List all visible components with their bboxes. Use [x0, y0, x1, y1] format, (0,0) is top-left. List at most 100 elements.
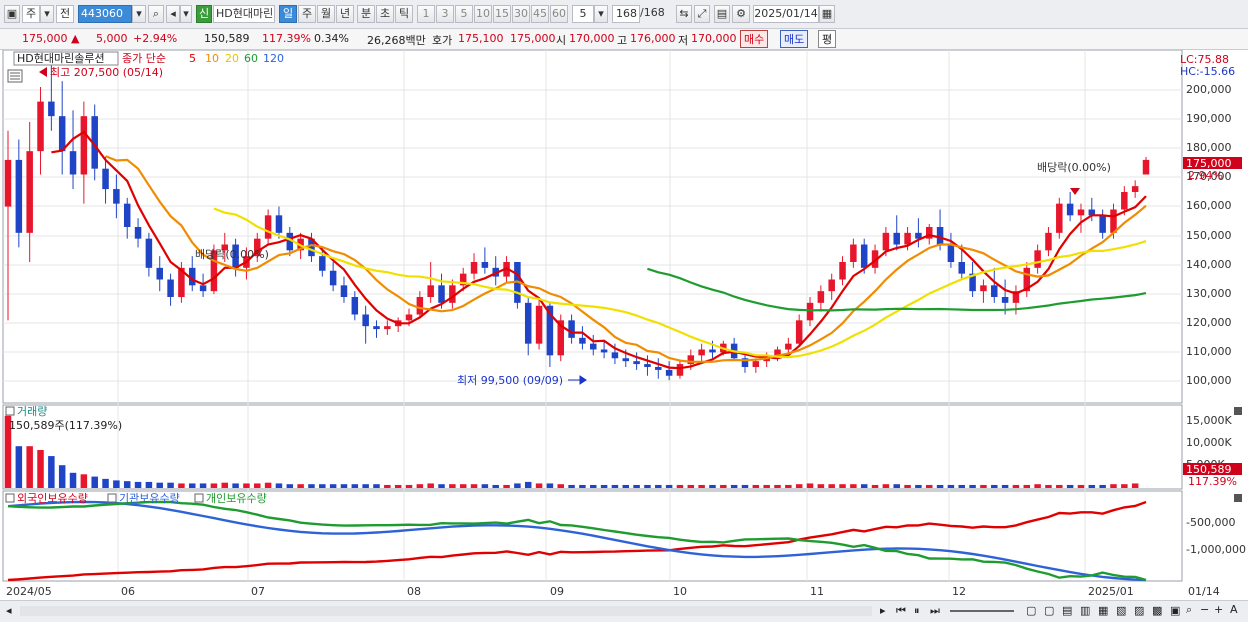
code-dropdown-icon[interactable]: ▾: [132, 5, 146, 23]
volume-bar: [102, 478, 109, 488]
flow-axis: -500,000 -1,000,000: [1186, 516, 1246, 556]
date-input[interactable]: 2025/01/14: [753, 5, 819, 23]
candle-body: [795, 320, 803, 344]
trend-icon[interactable]: ⤢: [694, 5, 710, 23]
period-tick[interactable]: 틱: [395, 5, 413, 23]
tool-icon[interactable]: ▩: [1152, 604, 1163, 617]
speaker-icon[interactable]: ◂: [166, 5, 180, 23]
volume-bar: [134, 481, 142, 488]
candle-body: [1142, 159, 1150, 175]
volume-settings-icon[interactable]: [5, 406, 15, 416]
candle-body: [936, 227, 944, 245]
volume-bar: [882, 484, 890, 488]
volume-bar: [1077, 484, 1085, 488]
gear-icon[interactable]: ⚙: [732, 5, 750, 23]
flow-settings-icon[interactable]: [194, 493, 204, 503]
tool-icon[interactable]: ▨: [1134, 604, 1145, 617]
interval-3[interactable]: 3: [436, 5, 454, 23]
compare-icon[interactable]: ⇆: [676, 5, 692, 23]
volume-bar: [156, 482, 163, 488]
flow-settings-icon[interactable]: [5, 493, 15, 503]
volume-bar: [785, 484, 792, 488]
period-day[interactable]: 일: [279, 5, 297, 23]
tool-icon[interactable]: ▢: [1044, 604, 1055, 617]
candle-body: [535, 305, 543, 344]
pause-icon[interactable]: ⏸: [914, 604, 920, 617]
stock-chart[interactable]: 200,000 190,000 180,000 170,000 160,000 …: [0, 49, 1248, 600]
code-input[interactable]: 443060: [78, 5, 132, 23]
period-week[interactable]: 주: [298, 5, 316, 23]
search-icon[interactable]: ⌕: [148, 5, 164, 23]
candle-body: [1023, 267, 1031, 292]
candle-body: [156, 267, 163, 280]
font-size-icon[interactable]: A: [1230, 603, 1238, 616]
volume-bar: [1066, 484, 1074, 488]
interval-30[interactable]: 30: [512, 5, 530, 23]
save-icon[interactable]: ▤: [714, 5, 730, 23]
period-minute[interactable]: 분: [357, 5, 375, 23]
last-icon[interactable]: ⏭: [930, 604, 940, 617]
horizontal-scrollbar[interactable]: [20, 606, 872, 616]
volume-bars: [4, 415, 1139, 488]
interval-5[interactable]: 5: [455, 5, 473, 23]
tool-icon[interactable]: ▦: [1098, 604, 1109, 617]
interval-1[interactable]: 1: [417, 5, 435, 23]
volume-bar: [709, 484, 716, 488]
volume-title: 거래량: [17, 405, 47, 418]
position-input[interactable]: 168: [612, 5, 640, 23]
scroll-right-icon[interactable]: ▸: [880, 604, 886, 617]
zoom-in-icon[interactable]: +: [1214, 603, 1224, 616]
buy-button[interactable]: 매수: [740, 30, 769, 48]
count-dropdown-icon[interactable]: ▾: [594, 5, 608, 23]
volume-bar: [80, 474, 88, 488]
tool-icon[interactable]: ▢: [1026, 604, 1037, 617]
price-tick: 120,000: [1186, 316, 1232, 329]
interval-60[interactable]: 60: [550, 5, 568, 23]
volume-tag: 150,589: [1186, 463, 1232, 476]
avg-button[interactable]: 평: [818, 30, 837, 48]
layout-icon[interactable]: ▣: [4, 5, 20, 23]
volume-bar: [795, 484, 803, 488]
zoom-slider[interactable]: [950, 610, 1014, 612]
zoom-out-icon[interactable]: −: [1200, 603, 1210, 616]
sell-button[interactable]: 매도: [780, 30, 809, 48]
tool-icon[interactable]: ▥: [1080, 604, 1091, 617]
volume-bar: [351, 484, 359, 488]
volume-bar: [633, 484, 640, 488]
period-year[interactable]: 년: [336, 5, 354, 23]
candle-body: [676, 364, 684, 376]
zoom-search-icon[interactable]: ⌕: [1186, 603, 1193, 616]
total-count: /168: [640, 6, 665, 19]
prev-button[interactable]: 전: [56, 5, 74, 23]
period-month[interactable]: 월: [317, 5, 335, 23]
price-tick: 130,000: [1186, 287, 1232, 300]
flow-settings-icon[interactable]: [107, 493, 117, 503]
period-second[interactable]: 초: [376, 5, 394, 23]
first-icon[interactable]: ⏮: [896, 604, 906, 617]
interval-15[interactable]: 15: [493, 5, 511, 23]
market-select[interactable]: 주: [22, 5, 40, 23]
candle-body: [1110, 209, 1117, 233]
volume-tag-box: [1183, 463, 1242, 475]
date-tick: 2025/01: [1088, 585, 1134, 598]
price-tick: 200,000: [1186, 83, 1232, 96]
grid: [3, 50, 1182, 581]
count-input[interactable]: 5: [572, 5, 594, 23]
interval-45[interactable]: 45: [531, 5, 549, 23]
tool-icon[interactable]: ▤: [1062, 604, 1073, 617]
price-tag: 175,000: [1186, 157, 1232, 170]
speaker-dropdown-icon[interactable]: ▾: [180, 5, 192, 23]
tool-icon[interactable]: ▧: [1116, 604, 1127, 617]
calendar-icon[interactable]: ▦: [819, 5, 835, 23]
volume-bar: [319, 484, 326, 488]
tool-icon[interactable]: ▣: [1170, 604, 1181, 617]
candle-body: [817, 291, 825, 303]
market-dropdown-icon[interactable]: ▾: [40, 5, 54, 23]
scroll-left-icon[interactable]: ◂: [6, 604, 12, 617]
flow-close-icon[interactable]: [1234, 494, 1242, 502]
flow-title-individual: 개인보유수량: [206, 492, 267, 505]
quote-volume-ratio: 117.39%: [262, 32, 311, 45]
interval-10[interactable]: 10: [474, 5, 492, 23]
volume-close-icon[interactable]: [1234, 407, 1242, 415]
candle-body: [850, 244, 857, 262]
